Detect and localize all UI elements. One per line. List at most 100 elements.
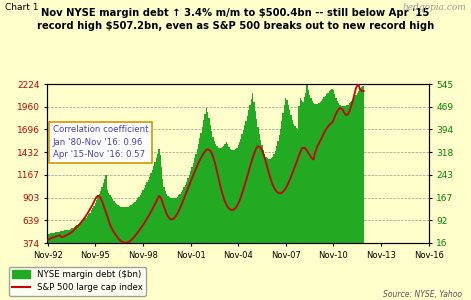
Bar — [265, 157, 267, 243]
Bar — [47, 234, 49, 243]
Bar — [342, 106, 343, 243]
Bar — [103, 183, 104, 243]
Bar — [269, 159, 270, 243]
Bar — [57, 232, 59, 243]
Bar — [51, 233, 52, 243]
Bar — [261, 146, 263, 243]
Bar — [257, 127, 259, 243]
Bar — [124, 207, 125, 243]
Bar — [284, 105, 285, 243]
Bar — [363, 86, 365, 243]
Bar — [349, 103, 350, 243]
Bar — [256, 119, 257, 243]
Bar — [166, 194, 167, 243]
Bar — [165, 191, 166, 243]
Bar — [277, 141, 278, 243]
Bar — [314, 104, 316, 243]
Bar — [117, 205, 119, 243]
Bar — [260, 140, 261, 243]
Bar — [120, 207, 121, 243]
Bar — [222, 147, 223, 243]
Bar — [134, 202, 136, 243]
Bar — [62, 231, 63, 243]
Bar — [92, 208, 93, 243]
Bar — [96, 200, 97, 243]
Bar — [228, 147, 229, 243]
Bar — [112, 199, 113, 243]
Bar — [335, 98, 337, 243]
Bar — [291, 115, 292, 243]
Bar — [73, 227, 75, 243]
Bar — [215, 144, 216, 243]
Bar — [182, 190, 183, 243]
Bar — [281, 121, 283, 243]
Bar — [142, 190, 144, 243]
Bar — [167, 196, 169, 243]
Text: Nov NYSE margin debt ↑ 3.4% m/m to $500.4bn -- still below Apr '15
record high $: Nov NYSE margin debt ↑ 3.4% m/m to $500.… — [37, 8, 434, 31]
Bar — [232, 150, 234, 243]
Bar — [98, 194, 100, 243]
Bar — [255, 111, 256, 243]
Bar — [201, 133, 202, 243]
Bar — [252, 93, 253, 243]
Bar — [144, 188, 145, 243]
Bar — [360, 87, 362, 243]
Bar — [183, 187, 185, 243]
Bar — [207, 112, 209, 243]
Bar — [122, 207, 124, 243]
Bar — [196, 148, 198, 243]
Bar — [138, 196, 140, 243]
Bar — [100, 190, 101, 243]
Bar — [309, 95, 310, 243]
Bar — [157, 154, 158, 243]
Bar — [327, 93, 329, 243]
Bar — [49, 234, 50, 243]
Bar — [210, 125, 211, 243]
Bar — [316, 104, 317, 243]
Bar — [108, 193, 109, 243]
Bar — [330, 90, 332, 243]
Bar — [55, 232, 57, 243]
Bar — [292, 120, 293, 243]
Bar — [146, 182, 147, 243]
Bar — [345, 106, 346, 243]
Bar — [121, 207, 122, 243]
Bar — [248, 110, 250, 243]
Bar — [308, 90, 309, 243]
Bar — [318, 103, 319, 243]
Bar — [211, 131, 212, 243]
Bar — [312, 101, 313, 243]
Bar — [339, 105, 341, 243]
Bar — [152, 170, 153, 243]
Bar — [133, 203, 134, 243]
Bar — [325, 96, 326, 243]
Bar — [219, 148, 220, 243]
Bar — [195, 154, 196, 243]
Bar — [334, 94, 335, 243]
Bar — [275, 151, 276, 243]
Bar — [220, 148, 222, 243]
Bar — [294, 126, 296, 243]
Bar — [298, 106, 300, 243]
Bar — [155, 158, 157, 243]
Bar — [95, 203, 96, 243]
Bar — [346, 105, 347, 243]
Bar — [83, 220, 84, 243]
Bar — [80, 223, 81, 243]
Bar — [313, 103, 314, 243]
Bar — [234, 150, 235, 243]
Bar — [79, 224, 80, 243]
Bar — [202, 127, 203, 243]
Bar — [130, 205, 132, 243]
Bar — [343, 106, 345, 243]
Bar — [289, 110, 291, 243]
Bar — [242, 134, 243, 243]
Bar — [179, 194, 181, 243]
Bar — [119, 206, 120, 243]
Text: Source: NYSE, Yahoo: Source: NYSE, Yahoo — [382, 290, 462, 299]
Bar — [212, 137, 214, 243]
Bar — [170, 198, 171, 243]
Legend: NYSE margin debt ($bn), S&P 500 large cap index: NYSE margin debt ($bn), S&P 500 large ca… — [9, 266, 146, 296]
Bar — [89, 213, 91, 243]
Bar — [178, 195, 179, 243]
